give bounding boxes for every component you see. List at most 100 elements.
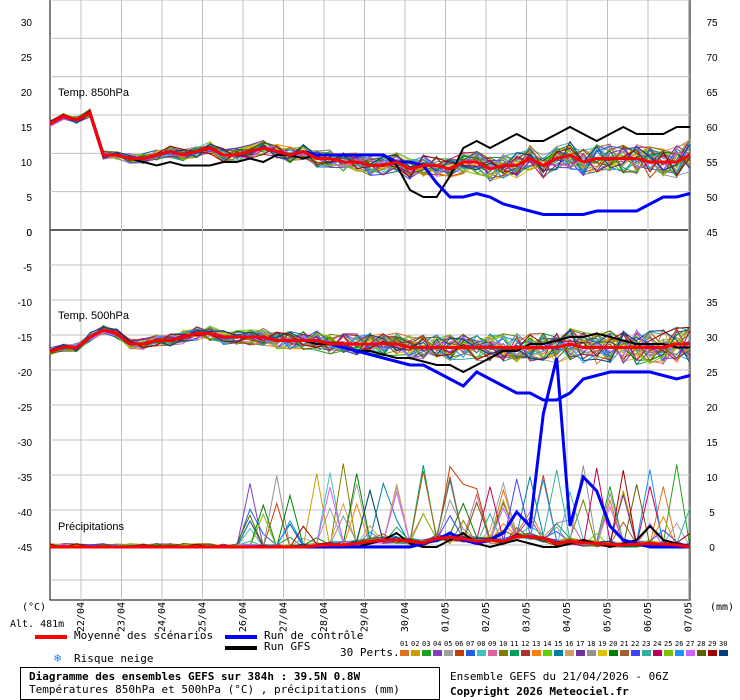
y-tick-left: 15: [21, 123, 33, 134]
pert-number: 14: [543, 640, 552, 648]
pert-number: 12: [521, 640, 530, 648]
y-tick-left: 0: [26, 228, 32, 239]
right-unit-label: (mm): [710, 602, 734, 613]
footer-title: Diagramme des ensembles GEFS sur 384h : …: [29, 670, 361, 683]
y-tick-right: 35: [706, 298, 718, 309]
y-tick-right: 60: [706, 123, 718, 134]
date-label: 02/05: [481, 602, 492, 632]
y-tick-right: 45: [706, 228, 718, 239]
pert-swatch: [510, 650, 519, 656]
y-tick-right: 25: [706, 368, 718, 379]
perturbation-series-precip: [49, 484, 690, 548]
date-label: 03/05: [522, 602, 533, 632]
pert-swatch: [532, 650, 541, 656]
pert-swatch: [653, 650, 662, 656]
pert-number: 23: [642, 640, 651, 648]
gfs-legend-label: Run GFS: [264, 640, 311, 653]
perturbation-series-t850: [49, 113, 691, 178]
y-tick-left: 0: [26, 228, 32, 239]
pert-swatch: [686, 650, 695, 656]
pert-swatch: [620, 650, 629, 656]
pert-number: 17: [576, 640, 585, 648]
date-label: 06/05: [643, 602, 654, 632]
control-legend-label: Run de contrôle: [264, 629, 364, 642]
y-tick-right: 15: [706, 438, 718, 449]
y-tick-left: 25: [21, 53, 33, 64]
y-tick-left: -10: [18, 298, 33, 309]
date-label: 24/04: [157, 602, 168, 632]
pert-swatch: [719, 650, 728, 656]
footer-subtitle: Températures 850hPa et 500hPa (°C) , pré…: [29, 683, 400, 696]
pert-number: 13: [532, 640, 541, 648]
y-tick-right: 65: [706, 88, 718, 99]
gfs-swatch: [225, 646, 257, 650]
mean-series-t500: [49, 328, 690, 353]
perturbation-series-t500: [49, 325, 691, 365]
panel-label-t850: Temp. 850hPa: [58, 87, 130, 99]
y-tick-left: -15: [18, 333, 33, 344]
pert-swatch: [499, 650, 508, 656]
pert-swatch: [587, 650, 596, 656]
pert-number: 16: [565, 640, 574, 648]
mean-series-precip: [50, 535, 691, 549]
perturbation-series-precip: [49, 465, 691, 548]
pert-swatch: [422, 650, 431, 656]
panel-label-t500: Temp. 500hPa: [58, 310, 130, 322]
date-label: 30/04: [400, 602, 411, 632]
pert-number: 19: [598, 640, 607, 648]
pert-swatch: [664, 650, 673, 656]
pert-swatch: [400, 650, 409, 656]
mean-swatch: [35, 635, 67, 639]
footer-ensemble: Ensemble GEFS du 21/04/2026 - 06Z: [450, 670, 669, 683]
date-label: 25/04: [198, 602, 209, 632]
footer-copyright: Copyright 2026 Meteociel.fr: [450, 685, 629, 698]
pert-number: 18: [587, 640, 596, 648]
grid: [50, 0, 690, 600]
perturbation-series-precip: [49, 464, 691, 548]
pert-swatch: [565, 650, 574, 656]
mean-series-t850: [49, 110, 691, 171]
pert-swatch: [455, 650, 464, 656]
pert-number: 28: [697, 640, 706, 648]
perturbation-series-t850: [49, 109, 691, 178]
panel-label-precip: Précipitations: [58, 521, 125, 533]
date-label: 27/04: [279, 602, 290, 632]
pert-number: 21: [620, 640, 629, 648]
y-tick-left: -35: [18, 473, 33, 484]
date-label: 05/05: [603, 602, 614, 632]
footer-title-box: Diagramme des ensembles GEFS sur 384h : …: [20, 667, 440, 700]
date-label: 04/05: [562, 602, 573, 632]
pert-swatch: [411, 650, 420, 656]
perturbation-lines: [49, 108, 691, 549]
pert-swatch: [631, 650, 640, 656]
pert-swatch: [477, 650, 486, 656]
y-tick-left: -40: [18, 508, 33, 519]
pert-swatch: [488, 650, 497, 656]
date-label: 23/04: [117, 602, 128, 632]
y-tick-right: 55: [706, 158, 718, 169]
perturbation-series-precip: [49, 465, 691, 548]
perturbation-series-precip: [49, 465, 691, 548]
y-tick-left: -20: [18, 368, 33, 379]
pert-swatch: [433, 650, 442, 656]
pert-number: 20: [609, 640, 618, 648]
pert-swatch: [609, 650, 618, 656]
y-tick-right: 0: [709, 543, 715, 554]
y-tick-left: 5: [26, 193, 32, 204]
left-unit-label: (°C): [22, 602, 46, 613]
main-series: [49, 110, 691, 549]
date-label: 22/04: [76, 602, 87, 632]
y-tick-right: 75: [706, 18, 718, 29]
pert-swatch: [521, 650, 530, 656]
pert-swatch: [554, 650, 563, 656]
pert-number: 11: [510, 640, 519, 648]
y-tick-right: 10: [706, 473, 718, 484]
perturbation-series-t500: [49, 326, 691, 364]
y-tick-right: 70: [706, 53, 718, 64]
pert-swatch: [697, 650, 706, 656]
pert-number: 15: [554, 640, 563, 648]
date-label: 26/04: [238, 602, 249, 632]
pert-number: 09: [488, 640, 497, 648]
pert-number: 08: [477, 640, 486, 648]
